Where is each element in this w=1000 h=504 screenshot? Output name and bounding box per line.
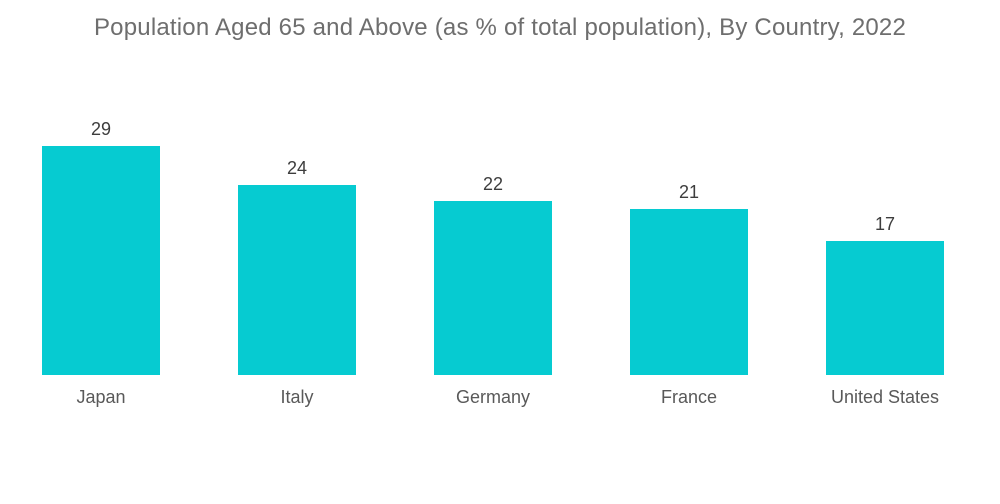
- bar[interactable]: [826, 241, 944, 375]
- bar-column: 24: [199, 158, 395, 375]
- chart-title: Population Aged 65 and Above (as % of to…: [93, 14, 907, 41]
- category-axis: Japan Italy Germany France United States: [3, 387, 983, 408]
- bar-value-label: 24: [286, 158, 308, 178]
- bar-column: 22: [395, 174, 591, 375]
- bar[interactable]: [238, 185, 356, 375]
- bars-area: 29 24 22 21 17: [3, 0, 983, 375]
- bar-value-label: 29: [90, 119, 112, 139]
- bar-category-label: Germany: [455, 387, 531, 407]
- bar-category-label: United States: [830, 387, 940, 407]
- bar-value-label: 21: [678, 182, 700, 202]
- bar[interactable]: [630, 209, 748, 375]
- bar-category-label: France: [660, 387, 718, 407]
- bar-value-label: 22: [482, 174, 504, 194]
- bar-category-label: Japan: [76, 387, 126, 407]
- bar-column: 21: [591, 182, 787, 375]
- bar-category-label: Italy: [280, 387, 314, 407]
- bar[interactable]: [434, 201, 552, 375]
- bar-column: 29: [3, 119, 199, 375]
- bar-column: 17: [787, 214, 983, 375]
- bar[interactable]: [42, 146, 160, 375]
- bar-value-label: 17: [874, 214, 896, 234]
